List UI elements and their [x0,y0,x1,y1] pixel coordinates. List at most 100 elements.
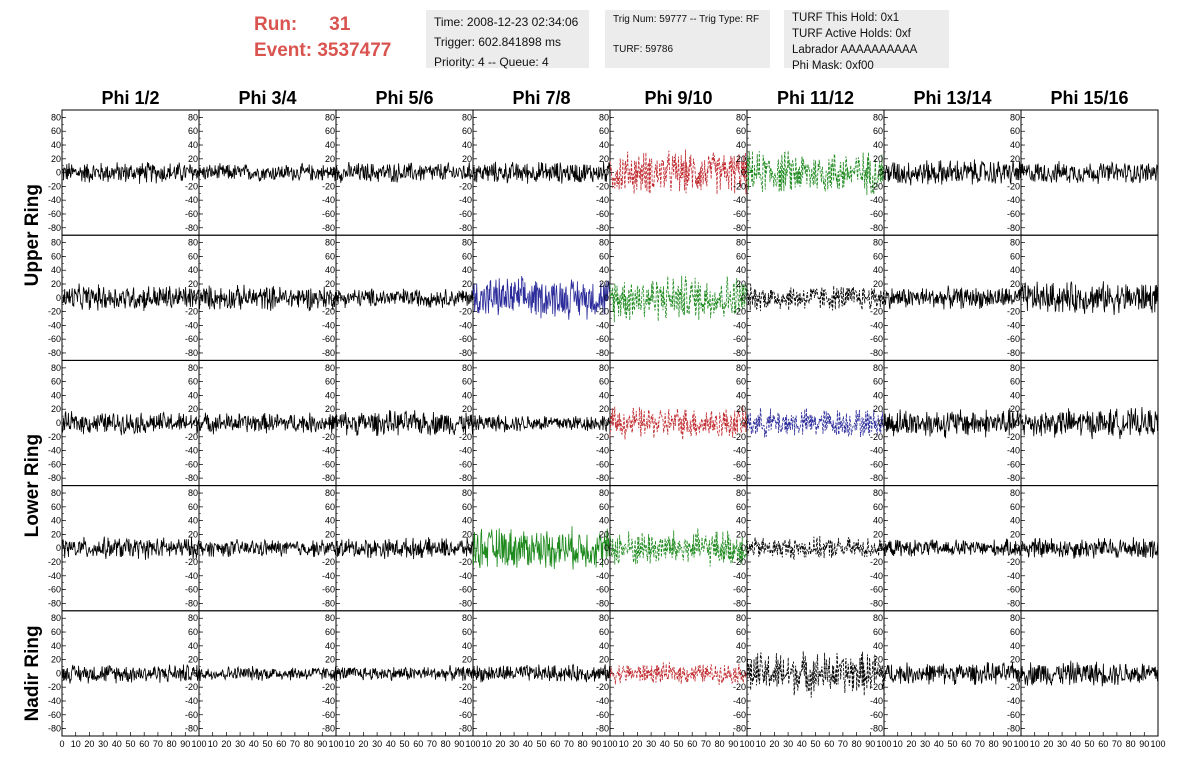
y-tick-label: -40 [733,446,746,456]
y-tick-label: 80 [736,488,746,498]
y-tick-label: 80 [736,112,746,122]
y-tick-label: -80 [459,473,472,483]
event-label: Event: [254,40,313,61]
y-tick-label: 0 [878,168,883,178]
y-tick-label: 60 [873,627,883,637]
y-tick-label: -40 [185,696,198,706]
y-tick-label: -20 [1007,181,1020,191]
y-tick-label: 20 [188,154,198,164]
y-tick-label: 0 [330,418,335,428]
y-tick-label: -80 [1007,348,1020,358]
y-tick-label: 60 [188,126,198,136]
y-tick-label: 40 [188,265,198,275]
y-tick-label: -80 [459,223,472,233]
trig-num-text: Trig Num: 59777 -- Trig Type: RF [613,14,760,25]
y-tick-label: -60 [459,209,472,219]
y-tick-label: -20 [185,432,198,442]
y-tick-label: -60 [733,459,746,469]
waveform-trace [335,162,474,183]
y-tick-label: 40 [873,140,883,150]
y-tick-label: 40 [51,140,61,150]
y-tick-label: 20 [1010,529,1020,539]
y-tick-label: -80 [185,473,198,483]
x-tick-label: 10 [208,739,218,749]
y-tick-label: 40 [462,641,472,651]
row-group-title: Upper Ring [22,184,43,286]
y-tick-label: -80 [596,724,609,734]
x-tick-label: 30 [98,739,108,749]
y-tick-label: 60 [51,377,61,387]
turf-active-holds-text: TURF Active Holds: 0xf [792,28,911,40]
x-tick-label: 10 [1030,739,1040,749]
y-tick-label: 40 [188,516,198,526]
y-tick-label: -60 [733,209,746,219]
y-tick-label: 40 [1010,265,1020,275]
x-tick-label: 50 [1084,739,1094,749]
y-tick-label: 20 [325,529,335,539]
y-tick-label: -80 [185,348,198,358]
y-tick-label: 80 [51,488,61,498]
y-tick-label: 60 [462,627,472,637]
y-tick-label: 0 [467,168,472,178]
y-tick-label: 40 [325,140,335,150]
column-title: Phi 3/4 [238,88,296,108]
y-tick-label: -40 [733,320,746,330]
y-tick-label: 60 [51,126,61,136]
y-tick-label: -80 [1007,223,1020,233]
y-tick-label: -20 [322,557,335,567]
y-tick-label: -40 [459,195,472,205]
x-tick-label: 70 [290,739,300,749]
row-group-title: Nadir Ring [22,625,43,721]
y-tick-label: 0 [741,543,746,553]
y-tick-label: 0 [56,543,61,553]
y-tick-label: 60 [325,502,335,512]
y-tick-label: -60 [870,585,883,595]
y-tick-label: 20 [188,529,198,539]
y-tick-label: 0 [604,168,609,178]
y-tick-label: 60 [325,126,335,136]
column-title: Phi 7/8 [512,88,570,108]
y-tick-label: 60 [736,251,746,261]
y-tick-label: 60 [462,502,472,512]
x-tick-label: 0 [59,739,64,749]
waveform-trace [746,407,885,438]
y-tick-label: 80 [462,238,472,248]
y-tick-label: 20 [1010,404,1020,414]
y-tick-label: 20 [188,279,198,289]
y-tick-label: -20 [596,307,609,317]
column-title: Phi 15/16 [1050,88,1128,108]
y-tick-label: -20 [48,682,61,692]
y-tick-label: 20 [873,404,883,414]
y-tick-label: -20 [733,682,746,692]
y-tick-label: -60 [596,585,609,595]
x-tick-label: 90 [728,739,738,749]
y-tick-label: -20 [459,557,472,567]
y-tick-label: 0 [1015,418,1020,428]
x-tick-label: 10 [619,739,629,749]
y-tick-label: 0 [193,168,198,178]
y-tick-label: -20 [459,682,472,692]
y-tick-label: 20 [736,529,746,539]
waveform-trace [61,411,200,436]
x-tick-label: 40 [1071,739,1081,749]
y-tick-label: -80 [48,473,61,483]
y-tick-label: 60 [599,502,609,512]
y-tick-label: -60 [185,585,198,595]
y-tick-label: 80 [736,363,746,373]
y-tick-label: -60 [185,459,198,469]
y-tick-label: 40 [462,140,472,150]
y-tick-label: 0 [878,668,883,678]
waveform-trace [61,536,200,560]
waveform-trace [61,283,200,312]
y-tick-label: -60 [870,209,883,219]
y-tick-label: 20 [188,655,198,665]
x-tick-label: 10 [893,739,903,749]
x-tick-label: 100 [1150,739,1165,749]
y-tick-label: -40 [1007,320,1020,330]
y-tick-label: 20 [462,404,472,414]
y-tick-label: -60 [459,710,472,720]
y-tick-label: 40 [873,641,883,651]
y-tick-label: -20 [596,181,609,191]
waveform-trace [609,275,748,323]
y-tick-label: -40 [459,446,472,456]
